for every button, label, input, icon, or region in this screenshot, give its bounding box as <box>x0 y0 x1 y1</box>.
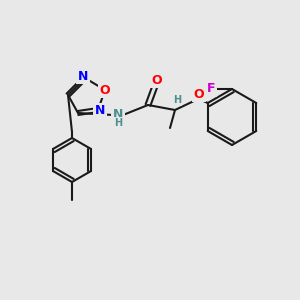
Text: O: O <box>194 88 204 100</box>
Text: N: N <box>95 104 105 118</box>
Text: H: H <box>114 118 122 128</box>
Text: H: H <box>173 95 181 105</box>
Text: O: O <box>100 83 110 97</box>
Text: N: N <box>78 70 88 83</box>
Text: O: O <box>152 74 162 86</box>
Text: F: F <box>207 82 215 95</box>
Text: N: N <box>113 109 123 122</box>
